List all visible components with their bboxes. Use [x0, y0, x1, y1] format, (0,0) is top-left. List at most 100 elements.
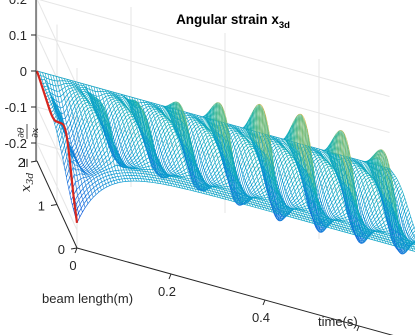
- mesh-segment: [84, 162, 88, 168]
- mesh-segment: [84, 203, 89, 208]
- mesh-segment: [366, 206, 371, 212]
- mesh-segment: [173, 134, 177, 137]
- mesh-segment: [170, 136, 174, 141]
- mesh-segment: [135, 164, 139, 167]
- mesh-segment: [168, 129, 172, 134]
- mesh-segment: [103, 186, 107, 189]
- mesh-segment: [210, 170, 214, 175]
- mesh-segment: [65, 150, 68, 157]
- mesh-segment: [81, 112, 86, 118]
- mesh-segment: [96, 175, 100, 178]
- mesh-segment: [274, 143, 278, 146]
- mesh-segment: [210, 143, 214, 148]
- mesh-segment: [370, 216, 374, 221]
- mesh-segment: [89, 164, 93, 168]
- mesh-segment: [78, 159, 82, 164]
- mesh-segment: [90, 116, 95, 120]
- mesh-segment: [211, 146, 215, 152]
- mesh-segment: [117, 105, 122, 109]
- mesh-segment: [62, 140, 65, 146]
- mesh-segment: [207, 109, 211, 128]
- mesh-segment: [100, 178, 103, 183]
- mesh-segment: [169, 126, 173, 128]
- mesh-segment: [380, 222, 384, 226]
- mesh-segment: [352, 166, 357, 170]
- mesh-segment: [102, 168, 104, 171]
- mesh-segment: [148, 110, 152, 114]
- mesh-segment: [67, 183, 70, 190]
- mesh-segment: [327, 165, 331, 168]
- mesh-segment: [143, 106, 147, 110]
- mesh-segment: [85, 130, 88, 136]
- mesh-segment: [89, 177, 92, 181]
- mesh-segment: [299, 190, 303, 195]
- mesh-segment: [85, 116, 88, 121]
- mesh-segment: [207, 174, 212, 179]
- mesh-segment: [254, 189, 258, 193]
- mesh-segment: [198, 145, 202, 153]
- mesh-segment: [88, 174, 92, 177]
- mesh-segment: [64, 94, 68, 99]
- mesh-segment: [94, 168, 97, 171]
- mesh-segment: [93, 187, 96, 192]
- mesh-segment: [73, 174, 76, 183]
- mesh-segment: [252, 191, 256, 195]
- mesh-segment: [126, 99, 130, 107]
- mesh-segment: [294, 197, 298, 202]
- mesh-segment: [88, 84, 92, 87]
- mesh-segment: [172, 131, 176, 134]
- mesh-segment: [87, 162, 89, 166]
- mesh-segment: [48, 78, 52, 81]
- mesh-segment: [319, 163, 323, 168]
- mesh-segment: [61, 98, 65, 103]
- mesh-segment: [146, 105, 150, 108]
- mesh-segment: [406, 225, 410, 232]
- mesh-segment: [93, 140, 98, 147]
- mesh-segment: [134, 142, 138, 148]
- mesh-segment: [171, 140, 176, 145]
- mesh-segment: [63, 156, 68, 166]
- mesh-segment: [406, 212, 410, 219]
- mesh-segment: [159, 118, 163, 122]
- mesh-segment: [293, 171, 298, 176]
- mesh-segment: [109, 154, 113, 160]
- mesh-segment: [47, 82, 51, 85]
- mesh-segment: [329, 205, 334, 211]
- mesh-segment: [100, 184, 104, 188]
- mesh-segment: [84, 171, 86, 173]
- mesh-segment: [78, 147, 82, 155]
- mesh-segment: [101, 141, 106, 146]
- mesh-segment: [69, 98, 73, 103]
- mesh-segment: [383, 220, 387, 223]
- mesh-segment: [60, 148, 62, 154]
- mesh-segment: [283, 177, 287, 185]
- mesh-segment: [132, 134, 136, 140]
- mesh-segment: [356, 167, 360, 170]
- mesh-segment: [95, 191, 99, 195]
- mesh-segment: [332, 201, 336, 207]
- mesh-segment: [340, 201, 344, 206]
- mesh-segment: [358, 193, 362, 203]
- mesh-segment: [285, 158, 289, 163]
- mesh-segment: [102, 96, 106, 99]
- mesh-segment: [85, 145, 87, 150]
- mesh-segment: [99, 170, 102, 173]
- mesh-segment: [246, 137, 250, 140]
- mesh-segment: [299, 200, 303, 204]
- mesh-segment: [151, 118, 156, 124]
- mesh-segment: [206, 134, 210, 138]
- mesh-segment: [87, 168, 92, 172]
- mesh-segment: [78, 186, 81, 192]
- mesh-segment: [146, 157, 150, 160]
- mesh-segment: [160, 105, 164, 108]
- mesh-segment: [358, 180, 363, 186]
- mesh-segment: [86, 169, 89, 172]
- mesh-segment: [93, 153, 97, 159]
- mesh-segment: [76, 157, 81, 162]
- mesh-segment: [90, 161, 93, 165]
- mesh-segment: [158, 124, 162, 129]
- mesh-segment: [73, 92, 76, 96]
- mesh-segment: [381, 212, 385, 216]
- mesh-segment: [290, 122, 294, 147]
- mesh-segment: [81, 100, 85, 103]
